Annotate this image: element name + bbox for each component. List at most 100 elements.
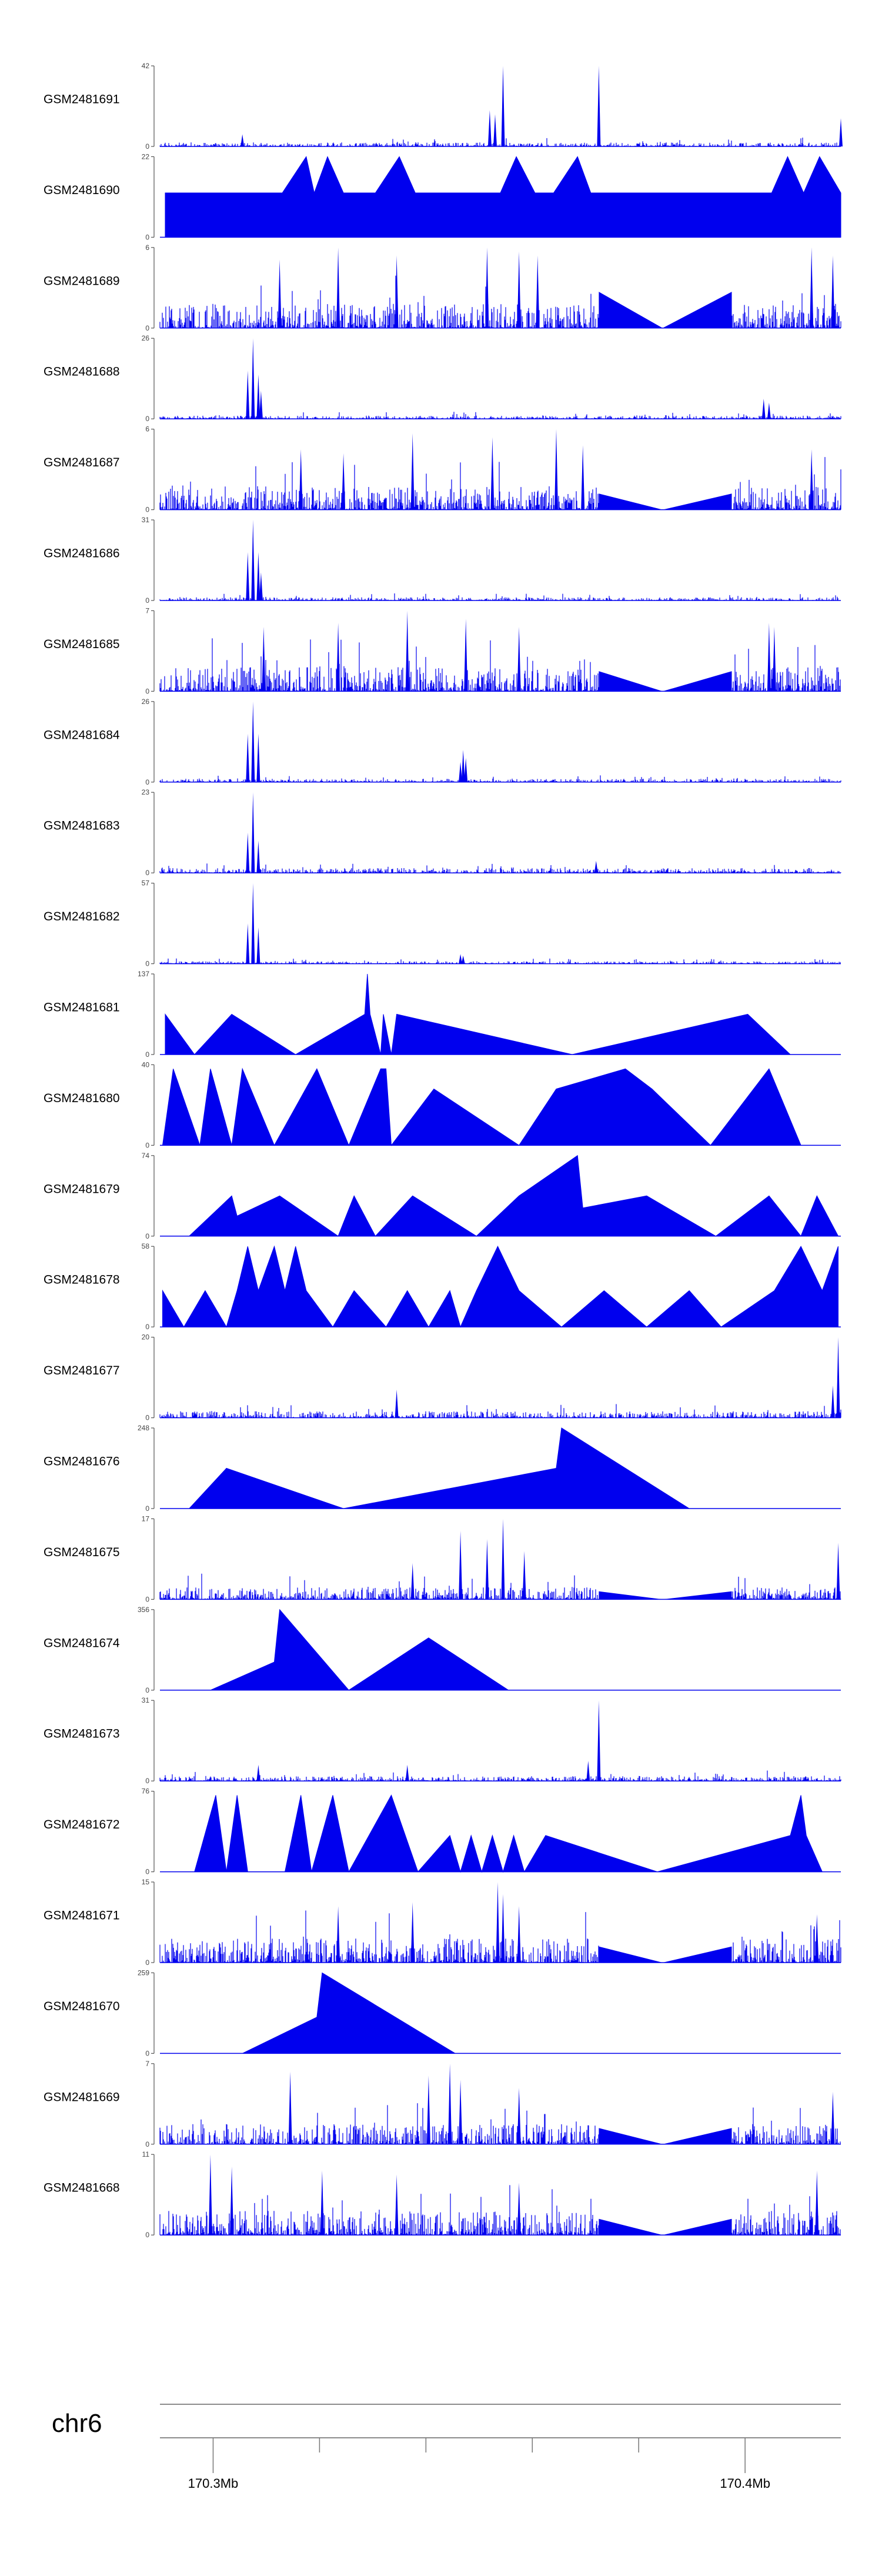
coverage-peak xyxy=(256,840,260,873)
coverage-bars xyxy=(159,958,841,964)
track: GSM2481688 26 0 xyxy=(44,334,841,423)
coverage-area xyxy=(165,973,791,1055)
track: GSM2481671 15 0 xyxy=(44,1878,841,1967)
coverage-area xyxy=(194,1794,823,1873)
y-min-label: 0 xyxy=(145,1232,149,1240)
y-min-label: 0 xyxy=(145,1414,149,1422)
coverage-peak xyxy=(461,750,465,782)
coverage-peak xyxy=(836,1337,840,1418)
track-label: GSM2481681 xyxy=(44,1001,120,1015)
coverage-bars xyxy=(159,1573,841,1600)
track: GSM2481683 23 0 xyxy=(44,788,841,877)
coverage-peak xyxy=(772,626,776,692)
coverage-peak xyxy=(459,2080,463,2144)
coverage-peak xyxy=(517,2087,521,2144)
coverage-peak xyxy=(410,1563,415,1600)
track-label: GSM2481676 xyxy=(44,1455,120,1469)
track-label: GSM2481687 xyxy=(44,456,120,469)
coverage-peak xyxy=(485,1539,489,1600)
coverage-peak xyxy=(395,1389,399,1418)
track: GSM2481678 58 0 xyxy=(44,1242,841,1331)
y-min-label: 0 xyxy=(145,1504,149,1513)
coverage-peak xyxy=(810,449,814,510)
coverage-peak xyxy=(554,429,558,510)
coverage-peak xyxy=(815,1914,819,1963)
coverage-peak xyxy=(501,1519,505,1600)
y-min-label: 0 xyxy=(145,233,149,241)
coverage-peak xyxy=(336,247,340,328)
y-min-label: 0 xyxy=(145,869,149,877)
track-label: GSM2481679 xyxy=(44,1182,120,1196)
y-max-label: 6 xyxy=(145,243,149,252)
coverage-area xyxy=(188,1154,839,1237)
track: GSM2481668 11 0 xyxy=(44,2150,841,2239)
coverage-peak xyxy=(597,66,601,146)
coverage-area xyxy=(162,1067,801,1146)
y-min-label: 0 xyxy=(145,1958,149,1967)
coverage-interpolated-area xyxy=(599,2128,732,2144)
y-min-label: 0 xyxy=(145,2140,149,2148)
track-label: GSM2481684 xyxy=(44,728,120,742)
track: GSM2481672 76 0 xyxy=(44,1787,841,1876)
track-label: GSM2481669 xyxy=(44,2090,120,2104)
coverage-peak xyxy=(839,118,843,146)
y-min-label: 0 xyxy=(145,506,149,514)
coverage-peak xyxy=(405,610,409,692)
coverage-interpolated-area xyxy=(599,292,732,328)
y-min-label: 0 xyxy=(145,1141,149,1149)
y-max-label: 248 xyxy=(138,1424,149,1432)
coverage-peak xyxy=(448,2063,452,2144)
coverage-peak xyxy=(767,623,771,692)
y-max-label: 137 xyxy=(138,970,149,978)
y-max-label: 74 xyxy=(142,1152,150,1160)
track: GSM2481682 57 0 xyxy=(44,879,841,968)
y-min-label: 0 xyxy=(145,1868,149,1876)
coverage-peak xyxy=(459,1531,463,1600)
coverage-peak xyxy=(336,1906,340,1963)
coverage-peak xyxy=(490,437,495,510)
track: GSM2481689 6 0 xyxy=(44,243,841,332)
coverage-peak xyxy=(240,134,245,146)
track: GSM2481669 7 0 xyxy=(44,2060,841,2148)
track-label: GSM2481671 xyxy=(44,1909,120,1923)
y-max-label: 58 xyxy=(142,1242,150,1250)
coverage-peak xyxy=(517,251,521,328)
coverage-bars xyxy=(159,2103,841,2144)
coverage-peak xyxy=(501,1894,505,1963)
track: GSM2481687 6 0 xyxy=(44,425,841,514)
coverage-bars xyxy=(159,275,841,328)
coverage-peak xyxy=(246,832,250,873)
y-max-label: 17 xyxy=(142,1514,150,1523)
coverage-peak xyxy=(464,758,468,782)
coverage-peak xyxy=(461,955,465,964)
coverage-peak xyxy=(395,255,399,328)
coverage-peak xyxy=(836,1543,840,1600)
coverage-peak xyxy=(259,572,263,600)
y-max-label: 15 xyxy=(142,1878,150,1886)
coverage-peak xyxy=(410,433,415,510)
coverage-bars xyxy=(159,1404,841,1418)
track-label: GSM2481686 xyxy=(44,547,120,560)
coverage-peak xyxy=(246,923,250,964)
coverage-bars xyxy=(159,412,841,419)
track-label: GSM2481674 xyxy=(44,1636,120,1650)
track: GSM2481685 7 0 xyxy=(44,606,841,695)
track-label: GSM2481683 xyxy=(44,819,120,833)
coverage-area xyxy=(165,156,841,238)
coverage-peak xyxy=(517,2183,521,2235)
y-max-label: 42 xyxy=(142,62,150,70)
track: GSM2481679 74 0 xyxy=(44,1152,841,1240)
chromosome-axis: chr6 170.3Mb 170.4Mb xyxy=(52,2404,841,2491)
track-label: GSM2481678 xyxy=(44,1273,120,1287)
coverage-peak xyxy=(426,2076,430,2144)
coverage-peak xyxy=(259,391,263,419)
coverage-peak xyxy=(517,1906,521,1963)
track: GSM2481673 31 0 xyxy=(44,1696,841,1785)
track-label: GSM2481670 xyxy=(44,2000,120,2013)
track-label: GSM2481672 xyxy=(44,1818,120,1831)
track-label: GSM2481689 xyxy=(44,274,120,288)
y-min-label: 0 xyxy=(145,1777,149,1785)
coverage-peak xyxy=(459,954,463,964)
coverage-peak xyxy=(522,1551,526,1600)
coverage-bars xyxy=(159,457,841,510)
